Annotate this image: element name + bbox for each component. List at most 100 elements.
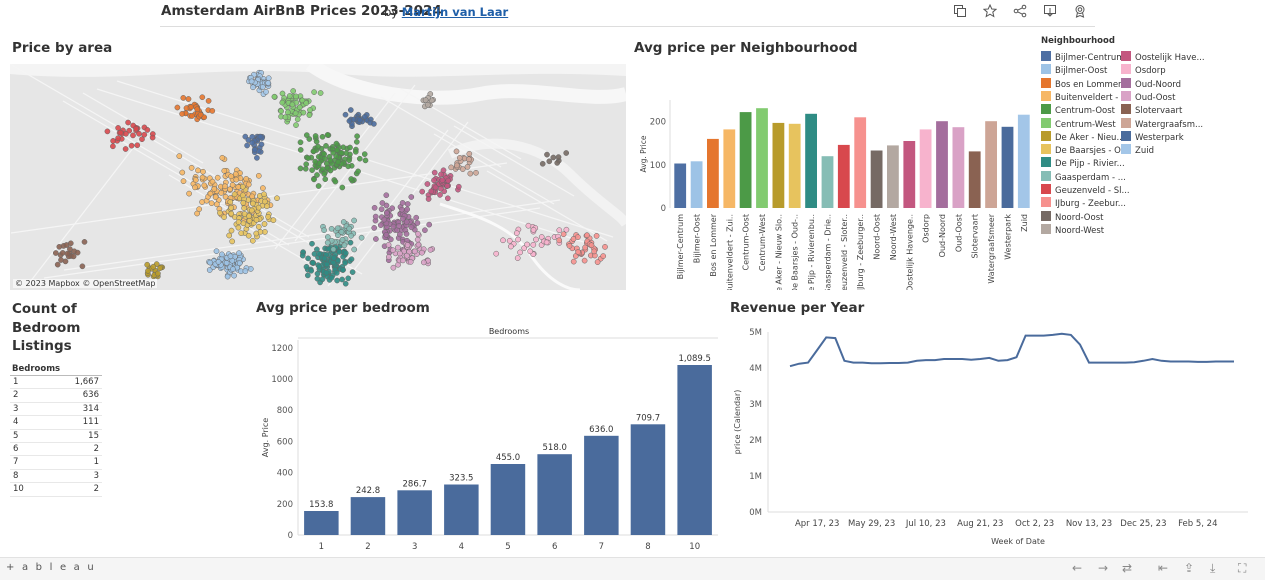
listing-point (346, 157, 352, 164)
author-link[interactable]: Martijn van Laar (401, 5, 509, 19)
listing-point (347, 239, 354, 246)
legend-swatch (1121, 117, 1131, 128)
listing-point (339, 236, 346, 243)
listing-point (292, 110, 299, 117)
legend-swatch (1121, 77, 1131, 88)
listing-point (372, 213, 379, 220)
share-footer-icon[interactable]: ⇪ (1184, 561, 1195, 575)
listing-point (546, 158, 553, 165)
legend-item[interactable]: Geuzenveld - Sl... (1041, 184, 1130, 196)
listing-point (439, 177, 446, 184)
listing-point (351, 246, 358, 253)
legend-item[interactable]: Centrum-Oost (1041, 104, 1115, 116)
listing-point (231, 191, 238, 198)
count-table-rows: 1 1,667 2 636 3 314 4 111 5 15 6 2 7 1 8 3 10 2 (10, 376, 102, 497)
legend-item[interactable]: Buitenveldert - ... (1041, 90, 1129, 103)
tableau-logo[interactable]: + a b l e a u (6, 562, 96, 573)
legend-item[interactable]: Oud-Oost (1121, 90, 1175, 103)
listing-point (330, 149, 337, 156)
listing-point (404, 201, 411, 207)
bar (584, 435, 619, 535)
listing-point (117, 129, 124, 136)
listing-point (223, 260, 230, 266)
legend-label: Zuid (1135, 146, 1154, 157)
legend-item[interactable]: Bijlmer-Oost (1041, 64, 1107, 76)
revert-icon[interactable]: ⇄ (1122, 561, 1133, 575)
listing-point (354, 133, 360, 140)
legend-item[interactable]: Osdorp (1121, 64, 1166, 76)
listing-point (316, 250, 323, 257)
x-tick-label: 5 (505, 542, 510, 552)
share-icon[interactable] (1012, 4, 1028, 20)
bedroom-cell: 7 (13, 457, 19, 468)
download-icon[interactable] (1042, 4, 1058, 20)
listing-point (133, 125, 139, 132)
legend-item[interactable]: Bijlmer-Centrum (1041, 51, 1125, 63)
legend-item[interactable]: De Aker - Nieu... (1041, 130, 1125, 143)
listing-point (321, 227, 327, 234)
table-row: 5 15 (10, 430, 102, 443)
legend-swatch (1041, 64, 1051, 75)
bedroom-cell: 10 (13, 484, 24, 495)
revenue-chart-title: Revenue per Year (730, 300, 865, 316)
listing-point (383, 192, 390, 199)
listing-point (334, 147, 341, 153)
bedroom-chart[interactable]: Bedrooms 0 200 400 600 800 1000 1200 Avg. Price 1… (252, 320, 727, 555)
legend-item[interactable]: Zuid (1121, 144, 1154, 156)
legend-item[interactable]: Gaasperdam - ... (1041, 170, 1126, 183)
listing-point (403, 219, 410, 225)
listing-point (218, 190, 225, 196)
map-canvas[interactable] (10, 64, 626, 290)
legend-item[interactable]: Westerpark (1121, 130, 1184, 143)
listing-point (239, 192, 246, 199)
legend-item[interactable]: Noord-Oost (1041, 210, 1103, 223)
listing-point (311, 251, 318, 257)
listing-point (336, 249, 343, 255)
redo-icon[interactable]: → (1098, 561, 1109, 575)
listing-point (414, 220, 421, 226)
y-tick-label: 1000 (271, 375, 293, 385)
legend-item[interactable]: Watergraafsm... (1121, 117, 1203, 130)
fullscreen-icon[interactable]: ⛶ (1238, 561, 1247, 575)
legend-item[interactable]: De Baarsjes - O... (1041, 144, 1129, 156)
legend-label: Centrum-Oost (1055, 106, 1116, 117)
listing-point (241, 205, 247, 211)
price-map[interactable]: © 2023 Mapbox © OpenStreetMap (10, 64, 626, 290)
x-tick-label: De Aker - Nieuw Slo.. (774, 214, 783, 290)
x-tick-label: Aug 21, 23 (957, 519, 1003, 529)
listing-point (282, 114, 289, 121)
legend-item[interactable]: Noord-West (1041, 223, 1104, 236)
listing-point (560, 231, 567, 238)
listing-point (355, 168, 361, 175)
count-cell: 111 (82, 417, 99, 428)
undo-icon[interactable]: ← (1072, 561, 1083, 575)
map-basemap (10, 64, 626, 290)
listing-point (311, 176, 317, 183)
listing-point (323, 269, 330, 276)
copy-icon[interactable] (952, 4, 968, 20)
bar (837, 144, 850, 208)
listing-point (356, 155, 363, 162)
legend-item[interactable]: De Pijp - Rivier... (1041, 157, 1125, 169)
bar (821, 156, 834, 208)
legend-item[interactable]: Oostelijk Have... (1121, 51, 1205, 63)
listing-point (517, 249, 523, 256)
legend-item[interactable]: Oud-Noord (1121, 77, 1181, 90)
badge-icon[interactable] (1072, 4, 1088, 20)
star-icon[interactable] (982, 3, 998, 20)
legend-item[interactable]: Slotervaart (1121, 104, 1182, 116)
table-row: 1 1,667 (10, 376, 102, 390)
download-footer-icon[interactable]: ⤓ (1210, 561, 1216, 575)
legend-item[interactable]: IJburg - Zeebur... (1041, 197, 1126, 209)
legend-item[interactable]: Centrum-West (1041, 117, 1116, 130)
first-page-icon[interactable]: ⇤ (1158, 561, 1169, 575)
revenue-chart[interactable]: 0M 1M 2M 3M 4M 5M price (Calendar) Apr 17, 23 Ma… (728, 320, 1258, 555)
listing-point (231, 272, 237, 279)
legend-swatch (1041, 170, 1051, 181)
listing-point (179, 169, 186, 176)
listing-point (390, 264, 397, 271)
legend-item[interactable]: Bos en Lommer (1041, 77, 1122, 90)
listing-point (174, 104, 181, 111)
listing-point (110, 138, 116, 144)
